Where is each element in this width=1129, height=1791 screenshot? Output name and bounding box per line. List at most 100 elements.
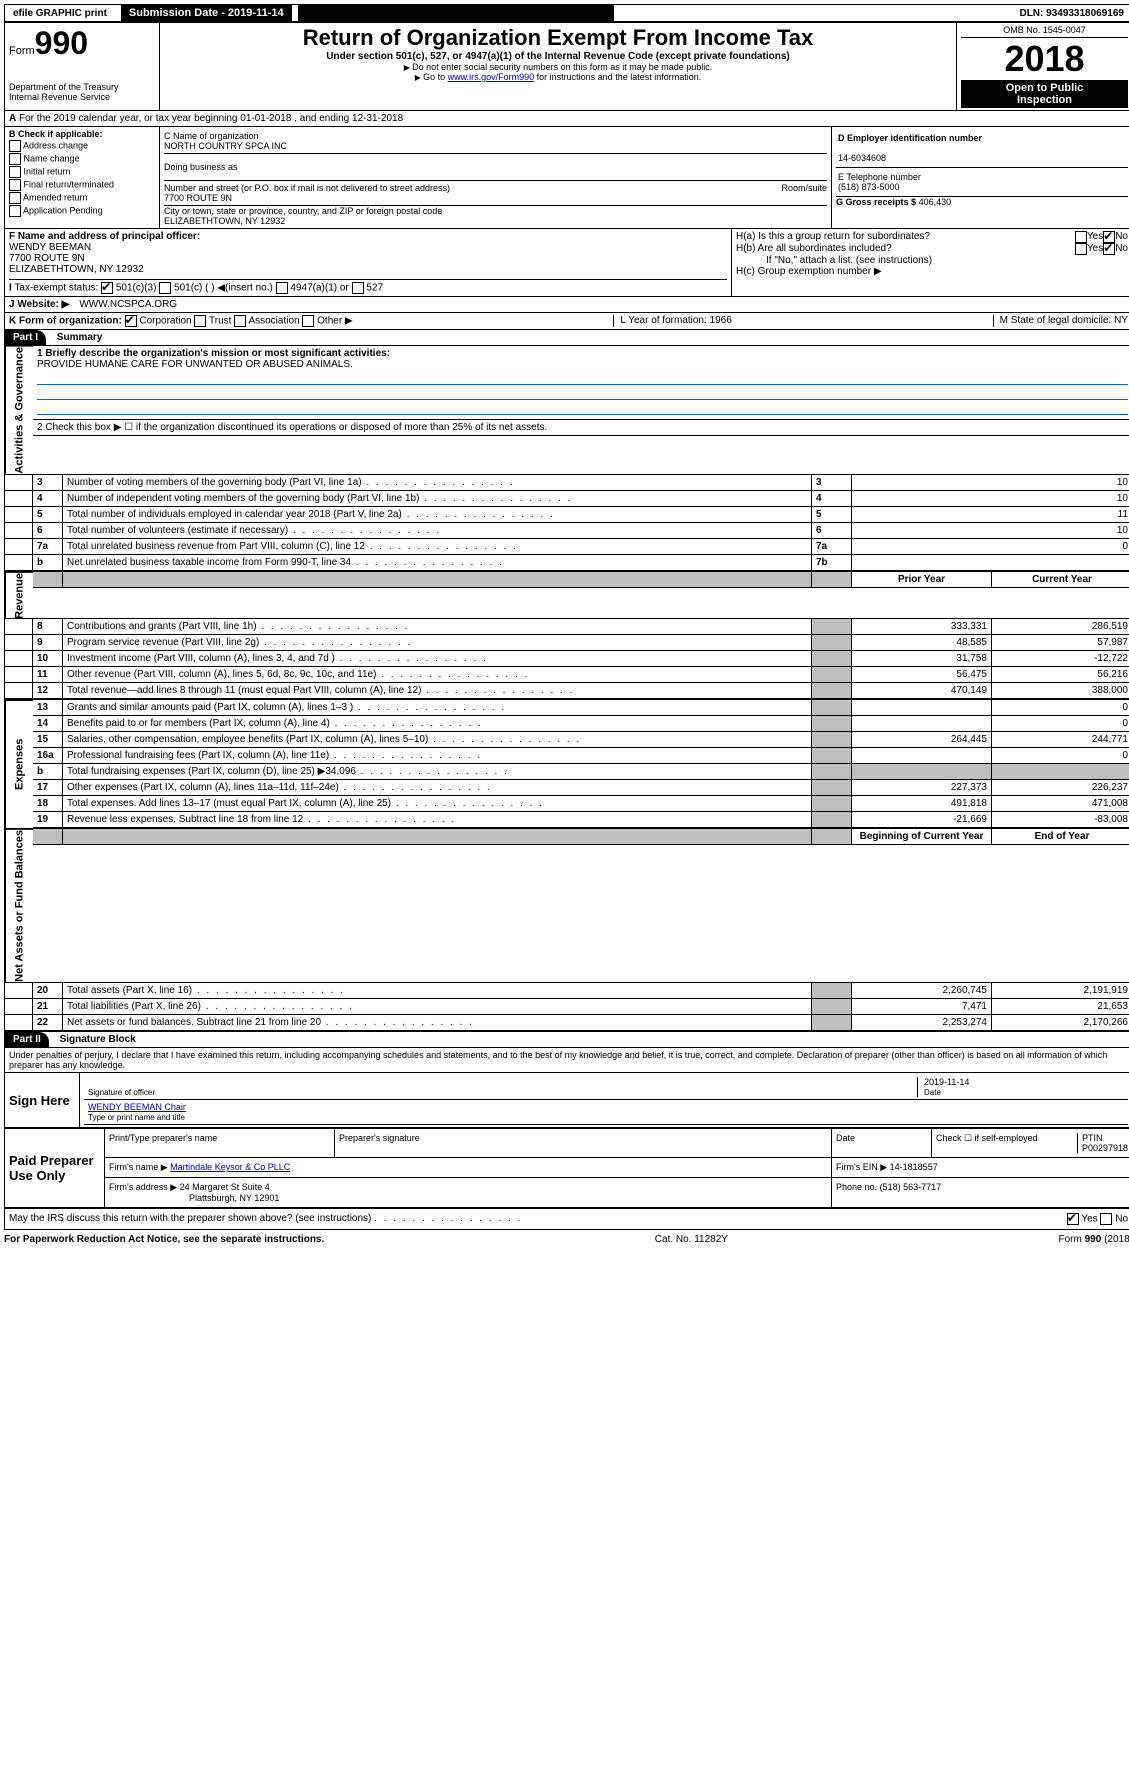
opt-trust: Trust: [209, 316, 231, 327]
net-blank-desc: [63, 829, 812, 845]
hb-no[interactable]: [1103, 243, 1115, 255]
row-box: 4: [812, 491, 852, 507]
firm-name-label: Firm's name ▶: [109, 1162, 168, 1172]
row-box-gray: [812, 635, 852, 651]
check-trust[interactable]: [194, 315, 206, 327]
name-label: C Name of organization: [164, 131, 259, 141]
row-desc: Number of independent voting members of …: [63, 491, 812, 507]
room-label: Room/suite: [781, 183, 827, 193]
hb-yes[interactable]: [1075, 243, 1087, 255]
check-pending[interactable]: Application Pending: [9, 205, 155, 217]
row-current: 388,000: [992, 683, 1129, 699]
row-box-gray: [812, 1015, 852, 1031]
ha-yes[interactable]: [1075, 231, 1087, 243]
type-name-label: Type or print name and title: [88, 1113, 185, 1122]
row-num: 7a: [33, 539, 63, 555]
declaration-text: Under penalties of perjury, I declare th…: [5, 1048, 1129, 1073]
net-rows-body: 20 Total assets (Part X, line 16) 2,260,…: [4, 983, 1129, 1032]
firm-ein-value: 14-1818557: [890, 1162, 938, 1172]
row-desc: Salaries, other compensation, employee b…: [63, 732, 812, 748]
row-prior: 56,475: [852, 667, 992, 683]
efile-label[interactable]: efile GRAPHIC print: [5, 6, 115, 21]
dln-label: DLN: 93493318069169: [1011, 6, 1129, 21]
opt-501c3: 501(c)(3): [116, 283, 157, 294]
row-current: -83,008: [992, 812, 1129, 828]
exp-rows: Expenses 13 Grants and similar amounts p…: [4, 700, 1129, 829]
footer-mid: Cat. No. 11282Y: [655, 1234, 728, 1245]
row-num: 10: [33, 651, 63, 667]
line-a-text: For the 2019 calendar year, or tax year …: [19, 113, 403, 124]
net-spacer: [5, 999, 33, 1015]
row-box-gray: [812, 732, 852, 748]
check-527[interactable]: [352, 282, 364, 294]
check-other[interactable]: [302, 315, 314, 327]
m-state: M State of legal domicile: NY: [993, 315, 1128, 327]
officer-name-link[interactable]: WENDY BEEMAN Chair: [88, 1102, 186, 1112]
row-num: 5: [33, 507, 63, 523]
footer-left: For Paperwork Reduction Act Notice, see …: [4, 1234, 324, 1245]
gov-rows: 3 Number of voting members of the govern…: [4, 475, 1129, 572]
website-label: J Website: ▶: [9, 299, 69, 310]
goto-pre: Go to: [423, 72, 448, 82]
sig-date: 2019-11-14: [924, 1077, 969, 1087]
firm-phone-label: Phone no.: [836, 1182, 877, 1192]
check-4947[interactable]: [276, 282, 288, 294]
row-num: 6: [33, 523, 63, 539]
row-desc: Professional fundraising fees (Part IX, …: [63, 748, 812, 764]
rev-spacer: [5, 667, 33, 683]
check-final[interactable]: Final return/terminated: [9, 179, 155, 191]
rev-spacer: [5, 651, 33, 667]
row-current: 0: [992, 716, 1129, 732]
row-desc: Grants and similar amounts paid (Part IX…: [63, 700, 812, 716]
check-initial[interactable]: Initial return: [9, 166, 155, 178]
row-current: 56,216: [992, 667, 1129, 683]
hb-note: If "No," attach a list. (see instruction…: [736, 255, 1128, 266]
prep-sig-label: Preparer's signature: [335, 1129, 832, 1158]
self-employed-check[interactable]: Check ☐ if self-employed: [936, 1133, 1078, 1153]
opt-final: Final return/terminated: [24, 179, 115, 189]
row-desc: Contributions and grants (Part VIII, lin…: [63, 619, 812, 635]
footer-right: Form 990 (2018): [1059, 1234, 1129, 1245]
check-name[interactable]: Name change: [9, 153, 155, 165]
part1-title: Summary: [49, 330, 111, 345]
check-assoc[interactable]: [234, 315, 246, 327]
check-amended[interactable]: Amended return: [9, 192, 155, 204]
row-num: 14: [33, 716, 63, 732]
net-spacer: [5, 1015, 33, 1031]
row-prior: 264,445: [852, 732, 992, 748]
row-num: 15: [33, 732, 63, 748]
submission-date-button[interactable]: Submission Date - 2019-11-14: [121, 5, 292, 21]
check-address[interactable]: Address change: [9, 140, 155, 152]
opt-assoc: Association: [248, 316, 299, 327]
ptin-label: PTIN: [1082, 1133, 1103, 1143]
row-prior: 227,373: [852, 780, 992, 796]
k-label: K Form of organization:: [9, 316, 122, 327]
row-current: 226,237: [992, 780, 1129, 796]
opt-corp: Corporation: [139, 316, 191, 327]
row-desc: Total unrelated business revenue from Pa…: [63, 539, 812, 555]
prep-name-label: Print/Type preparer's name: [105, 1129, 335, 1158]
irs-link[interactable]: www.irs.gov/Form990: [448, 72, 535, 82]
row-desc: Other expenses (Part IX, column (A), lin…: [63, 780, 812, 796]
part1-header: Part I: [5, 330, 46, 345]
opt-other: Other ▶: [317, 316, 352, 327]
paid-prep-label: Paid Preparer Use Only: [5, 1129, 105, 1208]
discuss-no[interactable]: [1100, 1213, 1112, 1225]
row-prior: 31,758: [852, 651, 992, 667]
opt-address: Address change: [23, 140, 88, 150]
check-501c[interactable]: [159, 282, 171, 294]
goto-post: for instructions and the latest informat…: [534, 72, 701, 82]
vtext-rev: Revenue: [5, 572, 33, 619]
ein-label: D Employer identification number: [838, 133, 982, 143]
firm-name-link[interactable]: Martindale Keysor & Co PLLC: [170, 1162, 290, 1172]
firm-addr-label: Firm's address ▶: [109, 1182, 177, 1192]
row-current: [992, 764, 1129, 780]
row-value: 0: [852, 539, 1129, 555]
officer-name: WENDY BEEMAN: [9, 242, 91, 253]
opt-pending: Application Pending: [23, 205, 103, 215]
row-prior: [852, 748, 992, 764]
check-corp[interactable]: [125, 315, 137, 327]
check-501c3[interactable]: [101, 282, 113, 294]
discuss-yes[interactable]: [1067, 1213, 1079, 1225]
note-goto: Go to www.irs.gov/Form990 for instructio…: [164, 72, 952, 82]
